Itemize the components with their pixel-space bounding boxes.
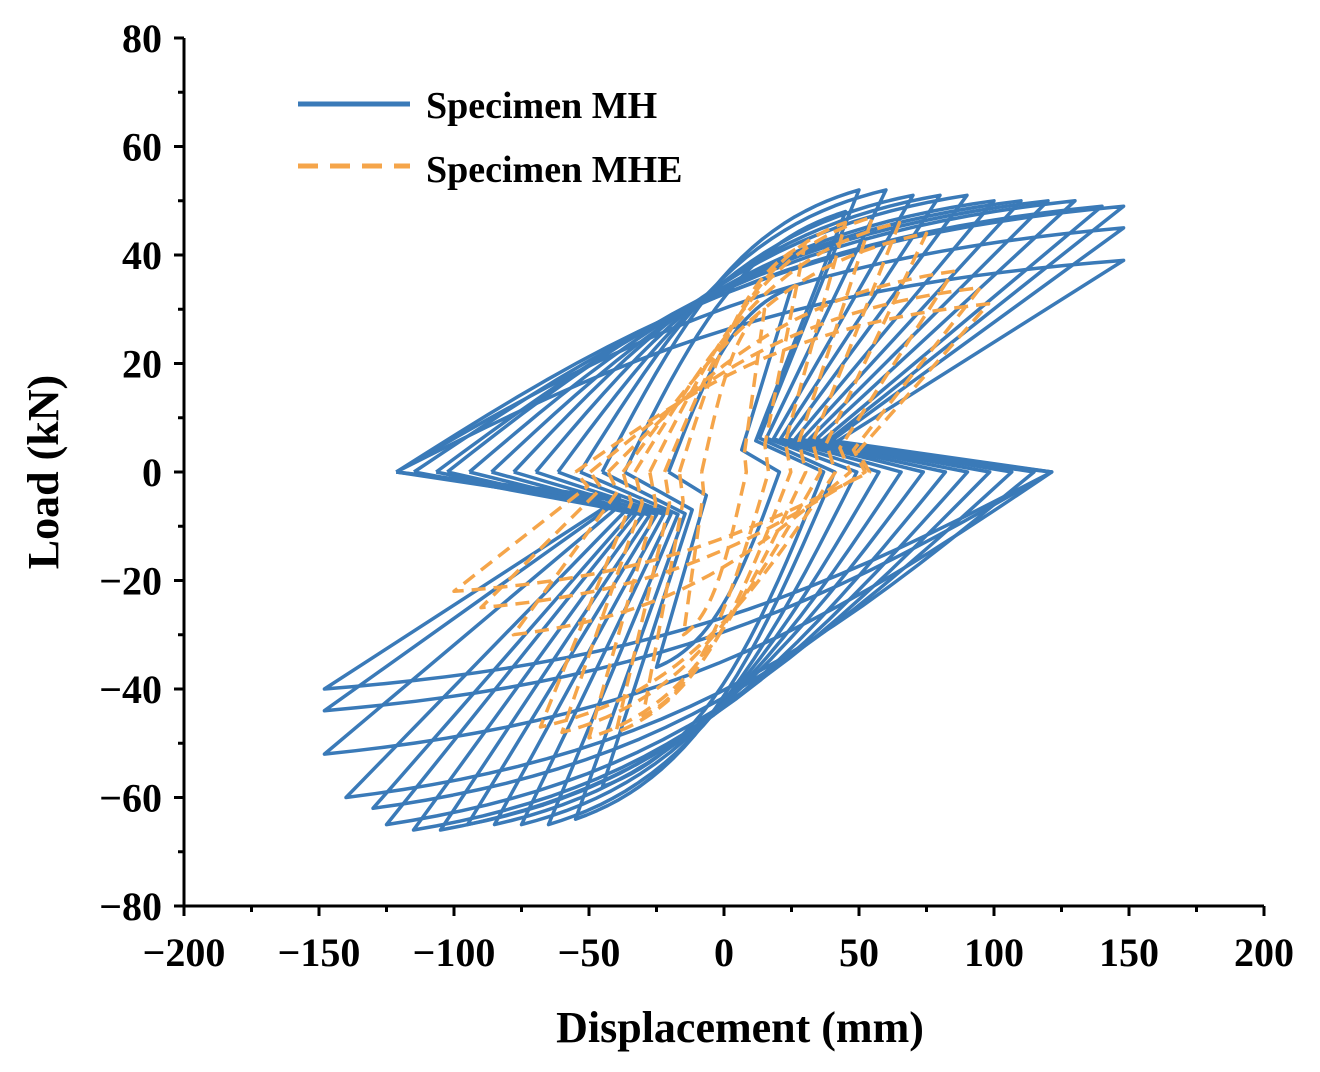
hysteresis-loop xyxy=(479,285,983,610)
axes: −200 −150 −100 −50 0 50 100 150 200 −80−60−40−20… xyxy=(99,16,1294,975)
y-ticks: −80 −60 −40 −20 0 20 40 60 80 xyxy=(99,16,184,929)
x-tick-label: −100 xyxy=(413,930,496,975)
legend-label-mhe: Specimen MHE xyxy=(426,149,682,191)
hysteresis-loop xyxy=(438,199,996,832)
y-tick-label: 20 xyxy=(122,342,162,387)
hysteresis-loop xyxy=(519,193,915,827)
hysteresis-loop xyxy=(492,193,942,827)
y-tick-label: 60 xyxy=(122,125,162,170)
hysteresis-loop xyxy=(511,269,956,637)
hysteresis-loop xyxy=(560,220,902,735)
hysteresis-loop xyxy=(538,231,929,729)
hysteresis-loop xyxy=(654,285,794,670)
series-specimen-mh xyxy=(322,188,1126,832)
hysteresis-loop xyxy=(681,307,767,637)
x-ticks: −200 −150 −100 −50 0 50 100 150 200 xyxy=(143,906,1294,975)
x-axis-title: Displacement (mm) xyxy=(556,1003,924,1052)
x-tick-label: −150 xyxy=(278,930,361,975)
hysteresis-loop xyxy=(587,215,875,740)
hysteresis-loop xyxy=(322,258,1126,691)
y-tick-label: −40 xyxy=(99,667,162,712)
legend-label-mh: Specimen MH xyxy=(426,85,657,127)
y-tick-label: −80 xyxy=(99,884,162,929)
hysteresis-loop xyxy=(452,302,991,594)
x-tick-label: −200 xyxy=(143,930,226,975)
x-tick-label: 100 xyxy=(964,930,1024,975)
x-tick-label: 200 xyxy=(1234,930,1294,975)
x-tick-label: −50 xyxy=(558,930,621,975)
y-tick-label: 40 xyxy=(122,233,162,278)
x-tick-label: 0 xyxy=(714,930,734,975)
hysteresis-loop xyxy=(371,199,1077,811)
legend: Specimen MH Specimen MHE xyxy=(298,85,682,191)
x-tick-label: 50 xyxy=(839,930,879,975)
y-tick-label: 0 xyxy=(142,450,162,495)
y-tick-label: −20 xyxy=(99,559,162,604)
x-tick-label: 150 xyxy=(1099,930,1159,975)
plot-area xyxy=(322,188,1126,832)
y-tick-label: −60 xyxy=(99,776,162,821)
series-specimen-mhe xyxy=(452,215,991,740)
y-axis-title: Load (kN) xyxy=(19,375,68,569)
y-tick-label: 80 xyxy=(122,16,162,61)
